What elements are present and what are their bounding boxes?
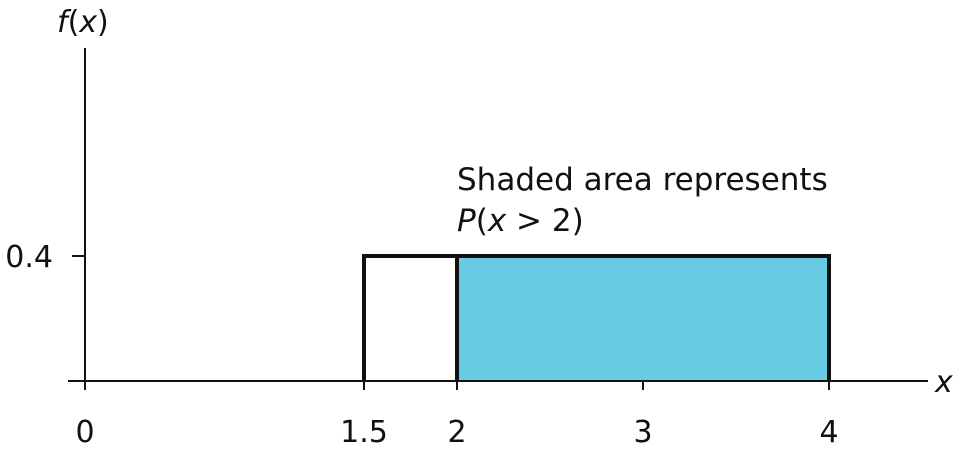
annotation-prob-open: ( xyxy=(476,203,488,239)
annotation-line-1: Shaded area represents xyxy=(457,162,828,198)
x-tick-label: 1.5 xyxy=(340,415,388,450)
axis-ticks: 0 1.5 2 3 4 0.4 xyxy=(5,240,838,450)
chart-marks xyxy=(362,254,831,381)
y-axis-label-open: ( xyxy=(68,5,80,40)
y-axis-label-close: ) xyxy=(97,5,109,40)
x-tick-label: 0 xyxy=(75,415,94,450)
annotation-prob-var: x xyxy=(487,203,507,239)
x-tick-label: 4 xyxy=(819,415,838,450)
y-tick-label: 0.4 xyxy=(5,240,53,275)
distribution-outline xyxy=(362,254,831,381)
annotation-prob-rest: > 2) xyxy=(506,203,584,239)
annotation-line-2: P(x > 2) xyxy=(457,203,584,239)
annotation-prob-P: P xyxy=(457,203,476,239)
x-tick-label: 2 xyxy=(447,415,466,450)
y-axis-label-var: x xyxy=(78,5,97,40)
shaded-area xyxy=(457,256,829,381)
x-tick-label: 3 xyxy=(633,415,652,450)
y-axis-label: f(x) xyxy=(57,5,109,40)
x-axis-label: x xyxy=(934,365,953,400)
